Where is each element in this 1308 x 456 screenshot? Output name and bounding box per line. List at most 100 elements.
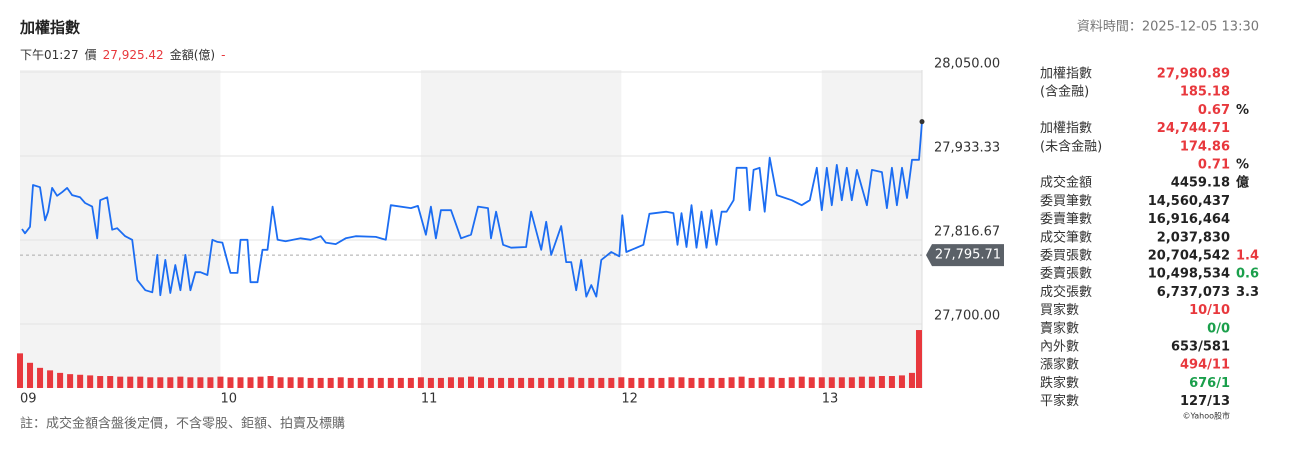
x-tick-label: 12	[621, 392, 638, 407]
session-band	[20, 70, 221, 388]
volume-bar	[888, 376, 895, 388]
volume-bar	[407, 377, 414, 388]
volume-bar	[247, 377, 254, 388]
info-item: 下午01:27	[20, 48, 79, 62]
volume-bar	[818, 377, 825, 388]
panel-value: 127/13	[1180, 394, 1230, 409]
volume-bar	[397, 377, 404, 388]
volume-bar	[97, 376, 104, 388]
x-tick-label: 13	[822, 392, 839, 407]
timestamp: 資料時間：2025-12-05 13:30	[1077, 20, 1259, 35]
panel-value: 20,704,542	[1148, 249, 1230, 264]
volume-bar	[167, 377, 174, 388]
volume-bar	[447, 377, 454, 388]
volume-bar	[47, 370, 54, 388]
panel-label: 成交筆數	[1040, 229, 1092, 245]
volume-bar	[915, 330, 922, 388]
panel-value: 494/11	[1180, 358, 1230, 373]
volume-bar	[588, 377, 595, 388]
panel-value: 10,498,534	[1148, 267, 1230, 282]
info-item: 價	[85, 48, 97, 62]
volume-bar	[387, 377, 394, 388]
volume-bar	[227, 377, 234, 388]
volume-bar	[768, 377, 775, 388]
volume-bar	[678, 377, 685, 388]
volume-bar	[488, 377, 495, 388]
panel-label: 加權指數	[1040, 121, 1092, 136]
volume-bar	[688, 377, 695, 388]
info-item: 金額(億)	[170, 47, 215, 62]
panel-label: 漲家數	[1040, 357, 1079, 373]
volume-bar	[377, 377, 384, 388]
panel-label: 跌家數	[1040, 375, 1079, 391]
volume-bar	[317, 377, 324, 388]
y-tick-label: 27,816.67	[934, 224, 1000, 239]
panel-label: 買家數	[1040, 302, 1079, 318]
panel-value: 6,737,073	[1157, 285, 1230, 300]
volume-bar	[498, 377, 505, 388]
volume-bar	[137, 376, 144, 388]
panel-label: 成交張數	[1040, 284, 1092, 300]
panel-value: 0.67	[1198, 103, 1230, 118]
volume-bar	[177, 376, 184, 388]
volume-bar	[107, 376, 114, 388]
volume-bar	[828, 377, 835, 388]
volume-bar	[668, 377, 675, 388]
volume-bar	[77, 374, 84, 388]
volume-bar	[878, 376, 885, 388]
volume-bar	[648, 377, 655, 388]
volume-bar	[728, 377, 735, 388]
volume-bar	[277, 377, 284, 388]
volume-bar	[307, 377, 314, 388]
volume-bar	[788, 377, 795, 388]
volume-bar	[778, 377, 785, 388]
volume-bar	[798, 376, 805, 388]
panel-suffix: %	[1236, 103, 1249, 118]
volume-bar	[467, 376, 475, 388]
volume-bar	[57, 372, 64, 388]
price-line	[21, 121, 923, 298]
panel-label: (未含金融)	[1040, 138, 1102, 154]
volume-bar	[758, 377, 765, 388]
footnote: 註：成交金額含盤後定價，不含零股、鉅額、拍賣及標購	[20, 416, 345, 432]
volume-bar	[327, 377, 334, 388]
volume-bar	[568, 377, 575, 388]
volume-bar	[297, 377, 304, 388]
volume-bar	[858, 376, 865, 388]
volume-bar	[738, 376, 745, 388]
volume-bar	[658, 377, 665, 388]
volume-bar	[457, 377, 464, 388]
panel-label: 平家數	[1040, 393, 1079, 409]
panel-value: 653/581	[1171, 340, 1230, 355]
panel-label: 加權指數	[1040, 67, 1092, 82]
session-band	[420, 70, 622, 388]
title: 加權指數	[19, 19, 80, 37]
volume-bar	[508, 377, 515, 388]
volume-bar	[427, 377, 434, 388]
volume-bar	[217, 376, 224, 388]
volume-bar	[708, 377, 715, 388]
reference-label-box	[926, 244, 1004, 267]
volume-bar	[117, 376, 124, 388]
last-point	[919, 119, 925, 125]
y-tick-label: 28,050.00	[934, 57, 1000, 72]
volume-bar	[27, 362, 34, 388]
volume-bar	[848, 377, 855, 388]
volume-bar	[127, 376, 134, 388]
volume-bar	[207, 377, 214, 388]
panel-value: 4459.18	[1171, 176, 1230, 191]
panel-value: 185.18	[1180, 85, 1230, 100]
volume-bar	[87, 375, 94, 388]
info-item: 27,925.42	[103, 48, 164, 62]
x-tick-label: 10	[220, 392, 237, 407]
volume-bar	[638, 377, 645, 388]
panel-label: 委賣筆數	[1040, 212, 1092, 227]
panel-value: 0/0	[1207, 321, 1230, 336]
volume-bar	[337, 377, 344, 388]
volume-bar	[718, 377, 725, 388]
volume-bar	[267, 376, 274, 388]
info-item: -	[221, 48, 225, 62]
y-tick-label: 27,700.00	[934, 309, 1000, 324]
volume-bar	[518, 377, 525, 388]
session-band	[821, 70, 922, 388]
